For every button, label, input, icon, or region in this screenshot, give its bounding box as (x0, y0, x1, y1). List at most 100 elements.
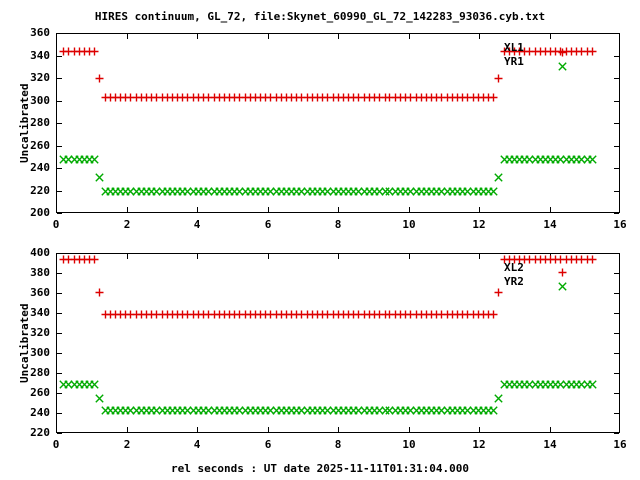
y-tick-bottom (614, 353, 619, 354)
y-tick-top (57, 213, 62, 214)
y-tick-bottom (614, 373, 619, 374)
y-tick-top (57, 33, 62, 34)
y-tick-bottom (57, 353, 62, 354)
x-tick-top (197, 34, 198, 39)
x-tick-bottom (56, 427, 57, 432)
y-tick-bottom (614, 253, 619, 254)
x-tick-bottom (409, 427, 410, 432)
y-tick-bottom (614, 333, 619, 334)
x-tick-label-top: 16 (613, 218, 627, 231)
y-tick-bottom (614, 293, 619, 294)
y-tick-label-bottom: 220 (30, 426, 50, 439)
y-tick-top (614, 168, 619, 169)
y-tick-label-top: 200 (30, 206, 50, 219)
y-tick-bottom (57, 273, 62, 274)
legend-label-XL1: XL1 (504, 41, 524, 54)
x-tick-top (56, 207, 57, 212)
plot-panel-top: XL1 YR1 (56, 33, 620, 214)
y-tick-label-top: 340 (30, 49, 50, 62)
x-tick-bottom (338, 427, 339, 432)
y-tick-bottom (57, 413, 62, 414)
y-tick-bottom (57, 393, 62, 394)
x-tick-bottom (268, 427, 269, 432)
x-tick-top (409, 34, 410, 39)
y-tick-bottom (614, 313, 619, 314)
x-tick-top (338, 34, 339, 39)
y-tick-top (614, 33, 619, 34)
y-tick-bottom (57, 293, 62, 294)
y-tick-label-bottom: 360 (30, 286, 50, 299)
x-tick-bottom (550, 427, 551, 432)
y-tick-label-bottom: 260 (30, 386, 50, 399)
x-tick-top (619, 34, 620, 39)
x-tick-top (56, 34, 57, 39)
x-tick-top (550, 207, 551, 212)
x-tick-top (268, 207, 269, 212)
y-tick-bottom (57, 373, 62, 374)
x-tick-top (197, 207, 198, 212)
x-tick-top (479, 34, 480, 39)
y-tick-top (57, 78, 62, 79)
x-tick-label-bottom: 0 (52, 438, 60, 451)
x-tick-top (127, 207, 128, 212)
y-tick-bottom (57, 333, 62, 334)
x-tick-bottom (127, 254, 128, 259)
y-tick-top (57, 123, 62, 124)
legend-key-YR2 (558, 276, 567, 295)
y-tick-bottom (57, 313, 62, 314)
y-tick-label-bottom: 340 (30, 306, 50, 319)
y-tick-label-top: 280 (30, 116, 50, 129)
plot-frame-top (56, 33, 620, 213)
x-tick-label-bottom: 16 (613, 438, 627, 451)
y-tick-label-top: 360 (30, 26, 50, 39)
y-tick-label-bottom: 320 (30, 326, 50, 339)
legend-label-YR1: YR1 (504, 55, 524, 68)
x-tick-label-top: 6 (264, 218, 272, 231)
y-tick-top (57, 56, 62, 57)
y-tick-top (57, 168, 62, 169)
y-tick-top (614, 101, 619, 102)
y-tick-top (614, 191, 619, 192)
y-tick-label-top: 260 (30, 139, 50, 152)
x-tick-bottom (197, 427, 198, 432)
x-tick-label-top: 10 (402, 218, 416, 231)
y-tick-bottom (614, 413, 619, 414)
x-tick-bottom (479, 427, 480, 432)
y-tick-bottom (614, 393, 619, 394)
x-tick-top (619, 207, 620, 212)
y-tick-label-top: 220 (30, 184, 50, 197)
y-tick-bottom (614, 273, 619, 274)
x-tick-label-bottom: 6 (264, 438, 272, 451)
y-tick-top (57, 191, 62, 192)
x-tick-label-top: 8 (334, 218, 342, 231)
x-tick-bottom (127, 427, 128, 432)
x-tick-label-bottom: 8 (334, 438, 342, 451)
x-tick-label-top: 4 (193, 218, 201, 231)
legend-key-XL1 (558, 42, 567, 61)
y-tick-top (57, 146, 62, 147)
y-tick-top (614, 78, 619, 79)
x-tick-label-bottom: 4 (193, 438, 201, 451)
y-tick-label-top: 320 (30, 71, 50, 84)
x-tick-bottom (56, 254, 57, 259)
y-tick-label-bottom: 400 (30, 246, 50, 259)
x-tick-label-bottom: 2 (123, 438, 131, 451)
figure-title: HIRES continuum, GL_72, file:Skynet_6099… (94, 10, 546, 23)
x-tick-bottom (197, 254, 198, 259)
y-tick-label-bottom: 280 (30, 366, 50, 379)
x-axis-label: rel seconds : UT date 2025-11-11T01:31:0… (170, 462, 469, 475)
plot-panel-bottom: XL2 YR2 (56, 253, 620, 434)
x-tick-top (550, 34, 551, 39)
y-tick-bottom (614, 433, 619, 434)
y-tick-label-top: 240 (30, 161, 50, 174)
x-tick-top (338, 207, 339, 212)
y-tick-top (614, 123, 619, 124)
y-tick-bottom (57, 433, 62, 434)
y-tick-top (614, 56, 619, 57)
x-tick-bottom (268, 254, 269, 259)
legend-label-XL2: XL2 (504, 261, 524, 274)
legend-key-XL2 (558, 262, 567, 281)
x-tick-bottom (619, 427, 620, 432)
plot-frame-bottom (56, 253, 620, 433)
